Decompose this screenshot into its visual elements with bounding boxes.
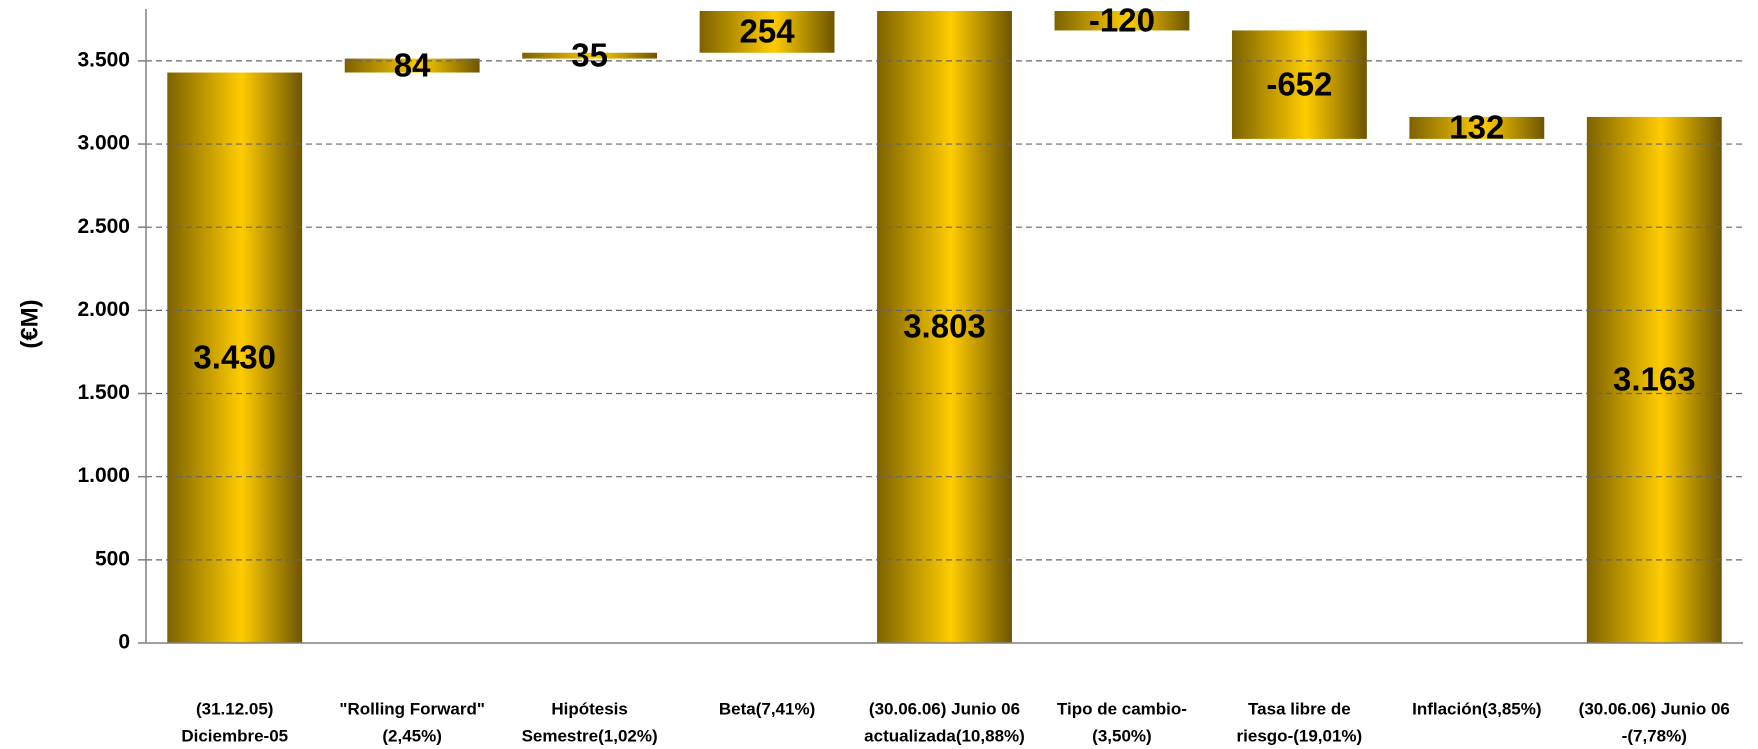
x-tick-label: Tipo de cambio- xyxy=(1057,699,1187,718)
bar xyxy=(522,52,658,59)
y-axis-title: (€M) xyxy=(16,299,43,348)
bar xyxy=(1231,30,1367,139)
bar xyxy=(1409,116,1545,139)
bar xyxy=(699,11,835,53)
data-label: 132 xyxy=(1449,109,1504,146)
data-label: 254 xyxy=(740,13,796,50)
y-tick-label: 500 xyxy=(95,547,130,570)
bar xyxy=(877,11,1012,643)
x-tick-label: Semestre(1,02%) xyxy=(522,726,658,745)
x-tick-label: (30.06.06) Junio 06 xyxy=(1579,699,1730,718)
x-tick-label: Inflación(3,85%) xyxy=(1412,699,1541,718)
y-tick-label: 2.000 xyxy=(77,298,130,321)
x-tick-label: Tasa libre de xyxy=(1248,699,1351,718)
x-tick-label: riesgo-(19,01%) xyxy=(1237,726,1363,745)
x-tick-label: actualizada(10,88%) xyxy=(864,726,1025,745)
x-tick-label: (3,50%) xyxy=(1092,726,1152,745)
data-label: -652 xyxy=(1266,65,1332,102)
x-tick-label: (2,45%) xyxy=(382,726,442,745)
bar xyxy=(167,72,303,643)
data-label: 3.163 xyxy=(1613,361,1696,398)
y-tick-label: 1.500 xyxy=(77,381,130,404)
x-tick-label: -(7,78%) xyxy=(1622,726,1687,745)
x-tick-label: "Rolling Forward" xyxy=(339,699,485,718)
x-tick-label: Diciembre-05 xyxy=(181,726,288,745)
x-tick-label: (30.06.06) Junio 06 xyxy=(869,699,1020,718)
bar xyxy=(1054,11,1190,31)
y-tick-label: 2.500 xyxy=(77,215,130,238)
data-label: 3.803 xyxy=(903,308,986,345)
y-tick-label: 3.000 xyxy=(77,132,130,155)
x-tick-label: Hipótesis xyxy=(551,699,628,718)
data-label: 84 xyxy=(394,46,431,83)
y-tick-label: 1.000 xyxy=(77,464,130,487)
x-tick-label: Beta(7,41%) xyxy=(719,699,815,718)
x-tick-label: (31.12.05) xyxy=(196,699,274,718)
plot-area xyxy=(167,11,1722,643)
data-label: 35 xyxy=(571,36,608,73)
bar xyxy=(1586,116,1722,643)
bar xyxy=(344,58,480,73)
y-tick-label: 0 xyxy=(118,631,130,654)
y-tick-label: 3.500 xyxy=(77,48,130,71)
data-label: 3.430 xyxy=(193,338,276,375)
data-label: -120 xyxy=(1089,1,1155,38)
